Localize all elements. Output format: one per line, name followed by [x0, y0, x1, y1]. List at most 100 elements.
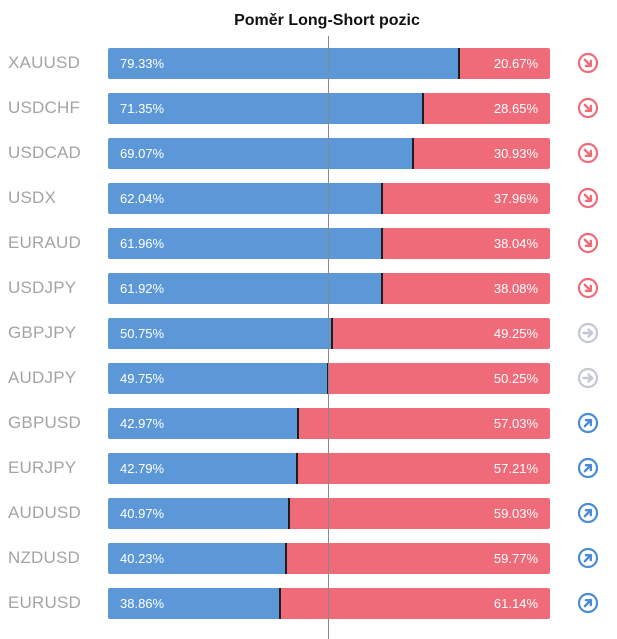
long-value-label: 50.75%	[120, 326, 165, 341]
chart-row: USDCHF 71.35% 28.65%	[0, 93, 617, 124]
long-value-label: 42.79%	[120, 461, 165, 476]
bar-divider	[296, 453, 298, 484]
chart-row: XAUUSD 79.33% 20.67%	[0, 48, 617, 79]
up-right-arrow-icon[interactable]	[577, 457, 599, 479]
long-bar	[108, 228, 382, 259]
chart-row: USDCAD 69.07% 30.93%	[0, 138, 617, 169]
long-bar	[108, 138, 413, 169]
down-right-arrow-icon[interactable]	[577, 187, 599, 209]
short-value-label: 57.03%	[493, 416, 538, 431]
stacked-bar[interactable]: 38.86% 61.14%	[108, 588, 550, 619]
long-bar	[108, 93, 423, 124]
long-bar	[108, 273, 382, 304]
short-value-label: 49.25%	[493, 326, 538, 341]
short-bar	[332, 318, 550, 349]
stacked-bar[interactable]: 49.75% 50.25%	[108, 363, 550, 394]
chart-row: AUDUSD 40.97% 59.03%	[0, 498, 617, 529]
chart-row: USDJPY 61.92% 38.08%	[0, 273, 617, 304]
long-value-label: 40.23%	[120, 551, 165, 566]
long-value-label: 38.86%	[120, 596, 165, 611]
up-right-arrow-icon[interactable]	[577, 502, 599, 524]
up-right-arrow-icon[interactable]	[577, 592, 599, 614]
short-bar	[382, 183, 550, 214]
short-bar	[297, 453, 550, 484]
right-arrow-icon[interactable]	[577, 367, 599, 389]
bar-divider	[279, 588, 281, 619]
chart-row: AUDJPY 49.75% 50.25%	[0, 363, 617, 394]
center-reference-line	[328, 36, 329, 639]
long-bar	[108, 48, 459, 79]
stacked-bar[interactable]: 42.79% 57.21%	[108, 453, 550, 484]
category-label: GBPJPY	[8, 323, 77, 342]
stacked-bar[interactable]: 61.92% 38.08%	[108, 273, 550, 304]
chart-row: USDX 62.04% 37.96%	[0, 183, 617, 214]
chart-row: EURAUD 61.96% 38.04%	[0, 228, 617, 259]
short-bar	[423, 93, 550, 124]
short-bar	[298, 408, 550, 439]
short-value-label: 38.04%	[493, 236, 538, 251]
long-value-label: 42.97%	[120, 416, 165, 431]
category-label: NZDUSD	[8, 548, 81, 567]
short-bar	[328, 363, 550, 394]
stacked-bar[interactable]: 50.75% 49.25%	[108, 318, 550, 349]
chart-title: Poměr Long-Short pozic	[234, 12, 420, 29]
short-bar	[280, 588, 550, 619]
down-right-arrow-icon[interactable]	[577, 232, 599, 254]
bar-divider	[331, 318, 333, 349]
short-bar	[413, 138, 550, 169]
short-value-label: 28.65%	[493, 101, 538, 116]
long-bar	[108, 498, 289, 529]
long-bar	[108, 543, 286, 574]
short-value-label: 20.67%	[493, 56, 538, 71]
stacked-bar[interactable]: 42.97% 57.03%	[108, 408, 550, 439]
short-value-label: 37.96%	[493, 191, 538, 206]
chart-row: GBPUSD 42.97% 57.03%	[0, 408, 617, 439]
long-bar	[108, 363, 328, 394]
short-value-label: 59.03%	[493, 506, 538, 521]
long-bar	[108, 183, 382, 214]
long-bar	[108, 588, 280, 619]
bar-divider	[297, 408, 299, 439]
up-right-arrow-icon[interactable]	[577, 547, 599, 569]
bar-divider	[422, 93, 424, 124]
short-value-label: 50.25%	[493, 371, 538, 386]
category-label: USDJPY	[8, 278, 77, 297]
long-value-label: 69.07%	[120, 146, 165, 161]
long-bar	[108, 408, 298, 439]
short-value-label: 59.77%	[493, 551, 538, 566]
stacked-bar[interactable]: 40.97% 59.03%	[108, 498, 550, 529]
bar-divider	[412, 138, 414, 169]
bar-divider	[288, 498, 290, 529]
down-right-arrow-icon[interactable]	[577, 142, 599, 164]
up-right-arrow-icon[interactable]	[577, 412, 599, 434]
long-value-label: 49.75%	[120, 371, 165, 386]
short-bar	[382, 228, 550, 259]
category-label: AUDJPY	[8, 368, 77, 387]
stacked-bar[interactable]: 61.96% 38.04%	[108, 228, 550, 259]
bar-divider	[381, 228, 383, 259]
category-label: EURJPY	[8, 458, 77, 477]
short-value-label: 57.21%	[493, 461, 538, 476]
chart-row: EURUSD 38.86% 61.14%	[0, 588, 617, 619]
long-value-label: 61.96%	[120, 236, 165, 251]
down-right-arrow-icon[interactable]	[577, 52, 599, 74]
down-right-arrow-icon[interactable]	[577, 277, 599, 299]
stacked-bar[interactable]: 71.35% 28.65%	[108, 93, 550, 124]
chart-row: EURJPY 42.79% 57.21%	[0, 453, 617, 484]
down-right-arrow-icon[interactable]	[577, 97, 599, 119]
stacked-bar[interactable]: 79.33% 20.67%	[108, 48, 550, 79]
category-label: AUDUSD	[8, 503, 81, 522]
stacked-bar[interactable]: 40.23% 59.77%	[108, 543, 550, 574]
category-label: USDCAD	[8, 143, 81, 162]
bar-divider	[285, 543, 287, 574]
stacked-bar[interactable]: 62.04% 37.96%	[108, 183, 550, 214]
short-bar	[289, 498, 550, 529]
short-value-label: 38.08%	[493, 281, 538, 296]
long-value-label: 40.97%	[120, 506, 165, 521]
category-label: USDX	[8, 188, 57, 207]
short-bar	[382, 273, 550, 304]
category-label: USDCHF	[8, 98, 81, 117]
chart-row: GBPJPY 50.75% 49.25%	[0, 318, 617, 349]
right-arrow-icon[interactable]	[577, 322, 599, 344]
stacked-bar[interactable]: 69.07% 30.93%	[108, 138, 550, 169]
